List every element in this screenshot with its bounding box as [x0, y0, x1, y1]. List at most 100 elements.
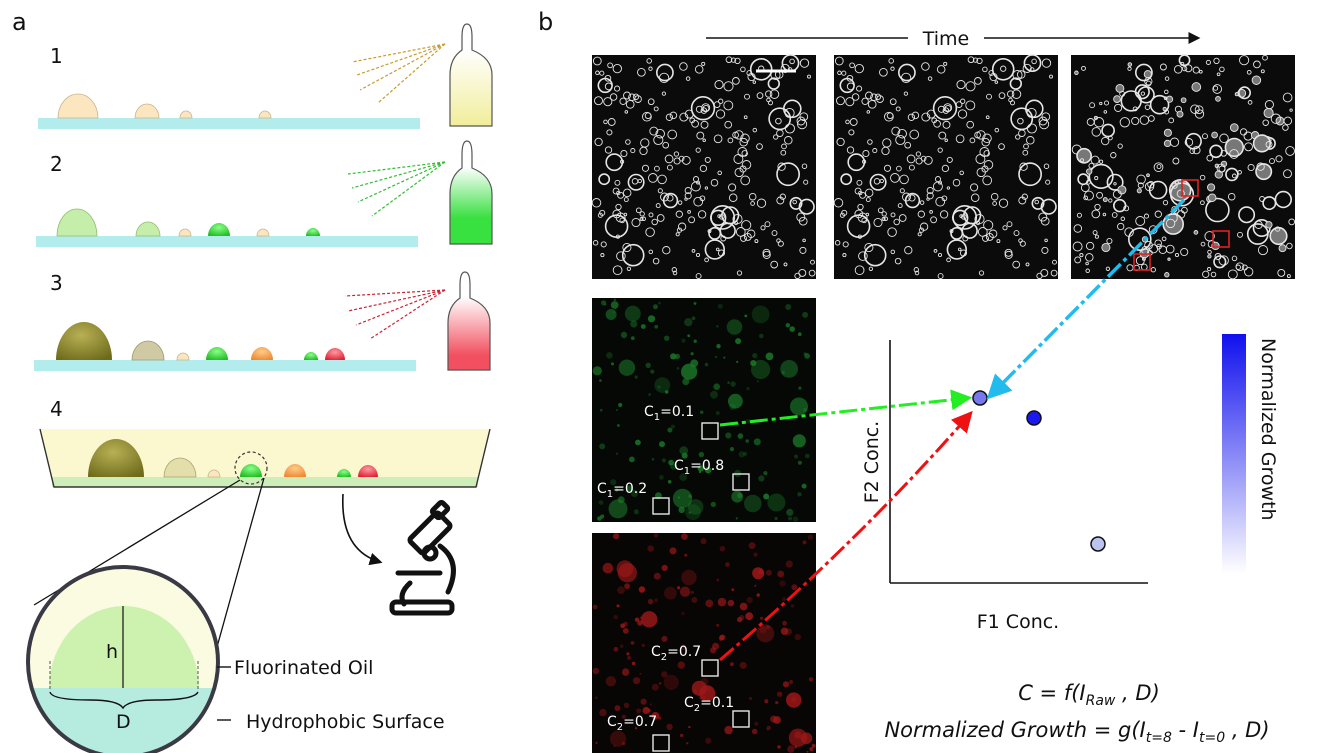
- fluorescent-dot: [780, 360, 798, 378]
- droplet-ring: [1171, 182, 1178, 189]
- droplet-ring: [777, 240, 784, 247]
- droplet-ring: [1254, 220, 1263, 229]
- droplet-ring: [725, 56, 733, 64]
- fluorescent-dot: [751, 305, 770, 324]
- droplet-ring: [1081, 65, 1086, 71]
- fluorescent-dot: [717, 597, 727, 607]
- fluorescent-dot: [681, 338, 686, 343]
- droplet-ring: [903, 91, 909, 96]
- droplet-ring: [678, 155, 685, 162]
- droplet-ring: [1076, 147, 1092, 164]
- droplet-ring: [637, 178, 642, 184]
- droplet-ring: [762, 248, 771, 257]
- droplet-ring: [836, 137, 845, 147]
- droplet-ring: [1209, 144, 1223, 159]
- fluorescent-dot: [716, 325, 719, 328]
- fluorescent-dot: [595, 741, 598, 745]
- panel-letter-a: a: [12, 8, 27, 36]
- substrate: [38, 118, 420, 129]
- spray-bottle-icon: [447, 271, 491, 371]
- fluorescent-dot: [642, 706, 650, 715]
- droplet-ring: [921, 112, 931, 122]
- droplet-ring: [881, 211, 887, 217]
- droplet-ring: [766, 97, 771, 103]
- fluorescent-dot: [679, 586, 691, 597]
- droplet-ring: [1023, 54, 1042, 73]
- fluorescent-dot: [670, 424, 676, 429]
- droplet-ring: [1102, 212, 1107, 217]
- fluorescent-dot: [678, 506, 685, 514]
- droplet-ring: [1119, 90, 1126, 97]
- droplet-ring: [976, 167, 986, 178]
- droplet-ring: [655, 128, 665, 139]
- droplet-ring: [648, 212, 654, 218]
- droplet-ring: [1112, 189, 1122, 199]
- fluorescent-dot: [743, 451, 748, 456]
- droplet-rings: [591, 54, 816, 280]
- fluorescent-dot: [687, 334, 691, 338]
- fluorescent-dot: [620, 331, 628, 339]
- droplet-ring: [1106, 173, 1124, 191]
- fluorescent-dot: [713, 383, 720, 391]
- droplet-ring: [1237, 170, 1242, 175]
- fluorescent-dot: [624, 305, 641, 322]
- fluorescent-dot: [738, 451, 745, 458]
- droplet-ring: [1111, 212, 1118, 218]
- fluorescent-dot: [630, 320, 638, 328]
- droplet-ring: [1148, 115, 1155, 122]
- droplet-ring: [837, 70, 842, 76]
- droplet-ring: [1165, 244, 1175, 254]
- fluorescent-dot: [782, 681, 790, 688]
- droplet-ring: [622, 188, 632, 198]
- fluorescent-dot: [639, 616, 643, 619]
- droplet-ring: [700, 107, 708, 114]
- droplet-ring: [789, 196, 803, 210]
- fluorescent-dot: [746, 597, 753, 604]
- fluorescent-dot: [745, 612, 754, 621]
- droplet-ring: [796, 212, 806, 222]
- droplet-ring: [1247, 100, 1253, 105]
- droplet-ring: [681, 155, 691, 165]
- arrow-cyan: [986, 198, 1186, 400]
- droplet-ring: [760, 225, 766, 231]
- droplet-ring: [872, 148, 878, 154]
- droplet-ring: [902, 192, 911, 202]
- droplet: [304, 352, 318, 360]
- droplet-ring: [619, 217, 625, 224]
- fluorescent-dot: [610, 301, 619, 309]
- droplet-ring: [598, 173, 611, 186]
- droplet-ring: [1137, 182, 1144, 189]
- droplet-ring: [1238, 206, 1256, 224]
- droplet-ring: [1211, 131, 1218, 139]
- fluorescent-dot: [667, 480, 672, 484]
- step-2: 2: [36, 140, 493, 247]
- droplet-ring: [1119, 117, 1130, 128]
- droplet: [358, 465, 378, 477]
- droplet-ring: [890, 212, 896, 218]
- droplet-ring: [740, 66, 746, 73]
- fluorescent-dot: [699, 685, 716, 702]
- fluorescent-dot: [605, 676, 617, 687]
- fluorescent-dot: [639, 672, 642, 675]
- droplet-ring: [934, 176, 942, 183]
- droplet-ring: [1262, 54, 1268, 61]
- droplet-ring: [623, 197, 629, 203]
- droplet-ring: [743, 232, 752, 241]
- fluorescent-dot: [700, 538, 707, 545]
- droplet-ring: [699, 164, 708, 173]
- droplet-ring: [887, 227, 897, 237]
- fluorescent-dot: [807, 534, 814, 540]
- droplet-ring: [699, 195, 706, 202]
- droplet-ring: [1265, 221, 1273, 229]
- droplet-ring: [966, 120, 975, 129]
- fluorescent-dot: [598, 500, 604, 505]
- droplet-ring: [877, 207, 884, 214]
- fluorescent-dot: [805, 453, 810, 459]
- droplet-ring: [842, 253, 847, 258]
- fluorescent-dot: [797, 460, 802, 465]
- fluorescent-dot: [687, 499, 704, 515]
- droplet-ring: [780, 149, 787, 156]
- zoom-line: [216, 477, 265, 648]
- droplet-ring: [1229, 123, 1239, 132]
- droplet-ring: [991, 58, 1015, 81]
